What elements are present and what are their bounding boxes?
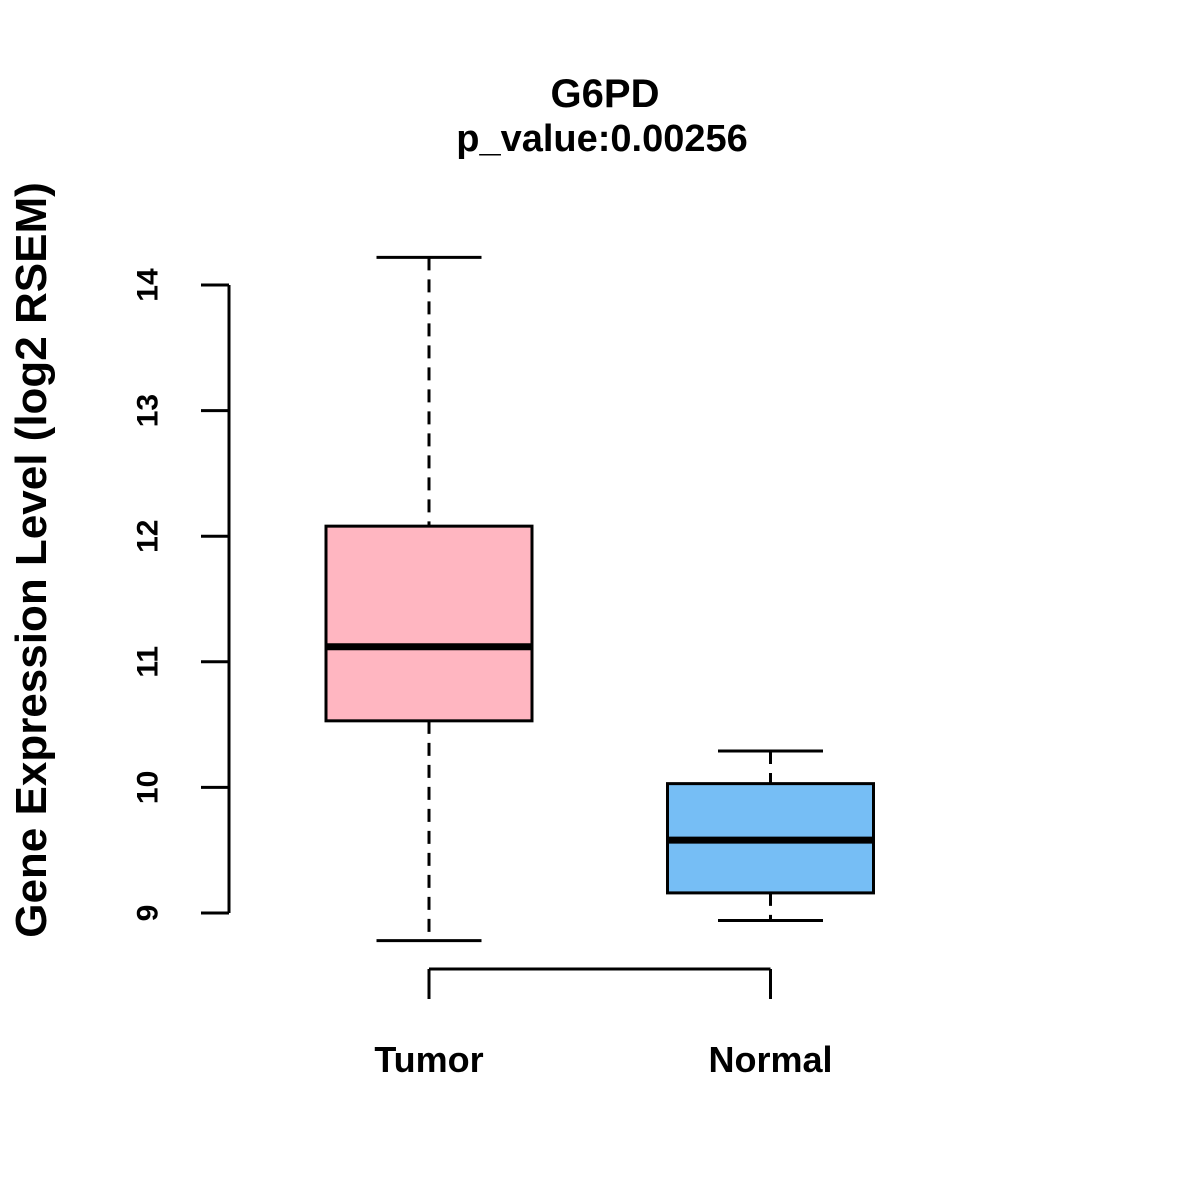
y-axis-tick-label: 9	[132, 905, 165, 922]
box-tumor	[324, 524, 534, 723]
x-category-label-tumor: Tumor	[374, 1039, 483, 1080]
y-axis-tick-label: 12	[132, 520, 165, 553]
chart-title: G6PD	[550, 72, 660, 116]
y-axis-tick-label: 11	[132, 646, 165, 678]
chart-subtitle: p_value:0.00256	[456, 118, 748, 160]
y-axis-tick-label: 14	[132, 268, 165, 302]
y-axis-tick-label: 10	[132, 771, 165, 804]
y-axis-tick-label: 13	[132, 394, 165, 427]
x-category-label-normal: Normal	[708, 1039, 832, 1080]
